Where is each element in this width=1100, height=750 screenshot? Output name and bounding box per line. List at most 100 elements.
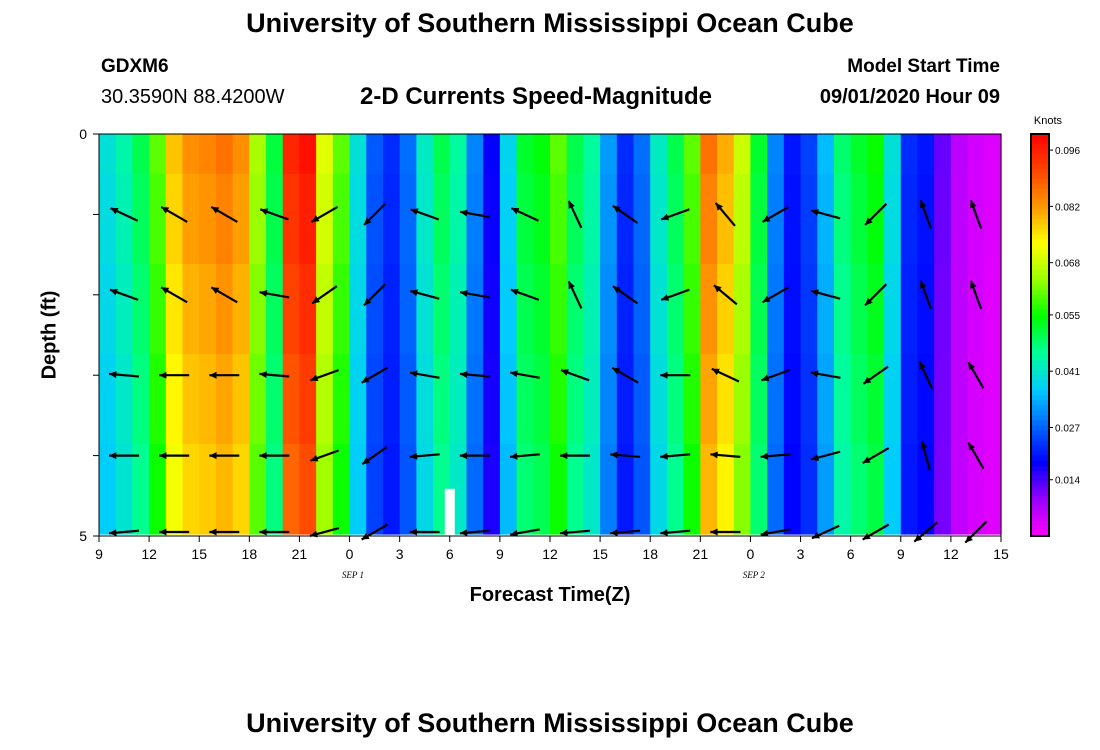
heatmap-cell — [833, 174, 852, 265]
heatmap-cell — [950, 174, 969, 265]
heatmap-cell — [132, 134, 150, 175]
heatmap-cell — [600, 134, 618, 175]
x-tick-label: 9 — [897, 546, 905, 562]
heatmap-cell — [934, 354, 952, 445]
colorbar-segment — [1031, 445, 1049, 452]
colorbar-segment — [1031, 365, 1049, 371]
current-arrow — [459, 209, 490, 219]
heatmap-cell — [984, 134, 1002, 175]
colorbar-segment — [1031, 395, 1049, 401]
current-arrow — [459, 529, 490, 537]
colorbar-tick-label: 0.096 — [1055, 146, 1080, 157]
heatmap-cell — [99, 134, 117, 175]
chart-subtitle: 2-D Currents Speed-Magnitude — [360, 83, 713, 110]
heatmap-cell — [934, 264, 952, 355]
heatmap-cell — [165, 354, 184, 445]
heatmap-cell — [884, 444, 902, 535]
heatmap-cell — [833, 134, 852, 175]
heatmap-cell — [99, 444, 117, 535]
heatmap-cell — [767, 264, 785, 355]
colorbar-segment — [1031, 304, 1049, 311]
heatmap-cell — [483, 444, 501, 535]
heatmap-cell — [282, 444, 301, 535]
heatmap-cell — [165, 134, 184, 175]
heatmap-cell — [833, 264, 852, 355]
colorbar-segment — [1031, 435, 1049, 442]
x-tick-label: 12 — [943, 546, 959, 562]
heatmap-cell — [249, 444, 267, 535]
heatmap-cell — [884, 174, 902, 265]
heatmap-cell — [483, 174, 501, 265]
heatmap-cell — [683, 354, 701, 445]
heatmap-cell — [533, 354, 551, 445]
heatmap-cell — [633, 354, 651, 445]
heatmap-cell — [550, 354, 568, 445]
colorbar-segment — [1031, 350, 1049, 356]
current-arrow — [760, 452, 791, 460]
heatmap-cell — [533, 264, 551, 355]
heatmap-cell — [199, 134, 217, 175]
chart-title-top: University of Southern Mississippi Ocean… — [246, 8, 854, 38]
current-arrow — [159, 371, 190, 379]
current-arrow — [259, 371, 290, 378]
current-arrow — [810, 209, 841, 220]
colorbar-segment — [1031, 194, 1049, 200]
heatmap-cell — [466, 354, 484, 445]
heatmap-cell — [332, 354, 351, 445]
heatmap-cell — [266, 444, 284, 535]
heatmap-cell — [416, 134, 434, 175]
heatmap-cell — [199, 444, 217, 535]
heatmap-cell — [817, 134, 835, 175]
colorbar-tick-label: 0.068 — [1055, 259, 1080, 270]
heatmap-cell — [115, 134, 133, 175]
current-arrow — [967, 361, 985, 389]
heatmap-cell — [817, 354, 835, 445]
current-arrow — [660, 452, 691, 460]
heatmap-cell — [733, 134, 752, 175]
heatmap-cell — [99, 264, 117, 355]
colorbar-segment — [1031, 495, 1049, 502]
colorbar-segment — [1031, 450, 1049, 457]
heatmap-cell — [299, 264, 317, 355]
heatmap-cell — [282, 174, 301, 265]
heatmap-cell — [132, 264, 150, 355]
current-arrow — [110, 207, 139, 222]
heatmap-cell — [550, 264, 568, 355]
heatmap-cell — [416, 354, 434, 445]
heatmap-cell — [700, 134, 718, 175]
heatmap-cell — [550, 444, 568, 535]
colorbar-segment — [1031, 289, 1049, 296]
colorbar-segment — [1031, 345, 1049, 351]
heatmap-cell — [917, 354, 935, 445]
heatmap-cell — [566, 354, 584, 445]
current-arrow — [567, 280, 583, 309]
heatmap-cell — [867, 444, 885, 535]
heatmap-cell — [950, 134, 969, 175]
heatmap-cell — [984, 174, 1002, 265]
current-arrow — [409, 528, 440, 536]
heatmap-cell — [349, 444, 367, 535]
current-arrow — [159, 528, 190, 536]
current-arrow — [209, 371, 240, 379]
heatmap-cell — [382, 444, 401, 535]
current-arrow — [864, 283, 888, 307]
heatmap-cell — [616, 444, 635, 535]
heatmap-cell — [850, 134, 868, 175]
current-arrow — [459, 371, 490, 378]
colorbar-frame — [1030, 133, 1050, 537]
heatmap-cell — [717, 134, 735, 175]
heatmap-cell — [583, 264, 601, 355]
heatmap-cell — [783, 444, 802, 535]
station-coordinates: 30.3590N 88.4200W — [101, 86, 285, 108]
heatmap-cell — [215, 444, 234, 535]
heatmap-cell — [332, 444, 351, 535]
heatmap-cell — [266, 354, 284, 445]
heatmap-cell — [115, 174, 133, 265]
heatmap-cell — [366, 134, 384, 175]
model-start-label: Model Start Time — [847, 56, 1000, 77]
colorbar-segment — [1031, 520, 1049, 527]
colorbar-segment — [1031, 375, 1049, 381]
colorbar-segment — [1031, 425, 1049, 432]
heatmap-cell — [633, 174, 651, 265]
heatmap-cell — [650, 444, 668, 535]
